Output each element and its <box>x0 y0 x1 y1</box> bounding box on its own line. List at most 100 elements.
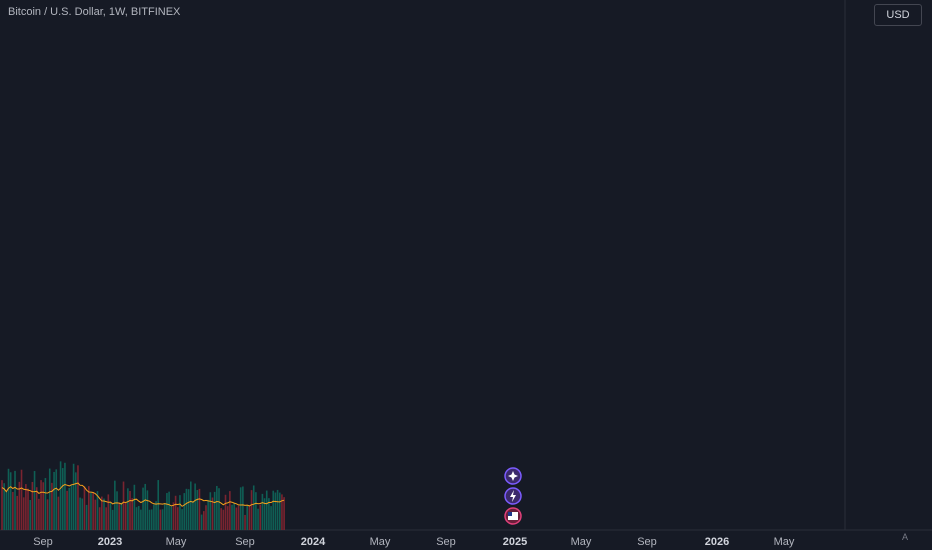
volume-bar <box>196 490 199 530</box>
volume-bar <box>137 505 140 530</box>
volume-bar <box>179 495 181 530</box>
volume-bar <box>96 491 99 530</box>
volume-bar <box>224 494 227 530</box>
time-tick: Sep <box>637 536 657 548</box>
time-tick: 2026 <box>705 536 729 548</box>
volume-bar <box>131 498 133 530</box>
volume-bar <box>22 497 25 530</box>
volume-bar <box>29 499 32 530</box>
time-tick: 2023 <box>98 536 122 548</box>
volume-bar <box>33 471 36 530</box>
volume-bar <box>211 497 214 530</box>
volume-bar <box>281 494 283 530</box>
volume-bar <box>187 489 190 530</box>
volume-bar <box>161 509 164 530</box>
volume-bar <box>166 493 168 530</box>
volume-bar <box>172 502 175 530</box>
volume-bar <box>3 483 5 530</box>
volume-bar <box>16 495 18 530</box>
volume-bar <box>64 462 66 530</box>
volume-bar <box>261 493 264 530</box>
volume-bar <box>159 509 162 530</box>
volume-bar <box>70 484 73 530</box>
volume-bar <box>44 478 47 530</box>
volume-bar <box>216 485 218 530</box>
time-tick: May <box>571 536 592 548</box>
volume-bar <box>88 486 90 530</box>
chart-title: Bitcoin / U.S. Dollar, 1W, BITFINEX <box>8 6 181 18</box>
volume-bar <box>92 492 94 530</box>
volume-bar <box>200 514 203 530</box>
auto-scale-button[interactable]: A <box>901 532 908 542</box>
volume-bar <box>226 506 229 530</box>
volume-bar <box>268 498 270 530</box>
volume-ma-line <box>1 482 285 507</box>
volume-bar <box>192 500 194 530</box>
time-tick: Sep <box>436 536 456 548</box>
volume-bar <box>5 491 8 530</box>
volume-bar <box>189 481 192 530</box>
volume-bar <box>57 496 60 530</box>
time-tick: May <box>166 536 187 548</box>
volume-bar <box>127 488 129 530</box>
volume-bar <box>170 506 173 530</box>
volume-bar <box>248 505 251 530</box>
volume-bar <box>107 494 110 530</box>
volume-bar <box>135 507 138 530</box>
volume-bar <box>203 511 205 530</box>
volume-bar <box>252 485 255 530</box>
volume-bar <box>265 490 268 530</box>
volume-bar <box>38 498 40 530</box>
volume-bar <box>155 501 157 530</box>
volume-bar <box>7 468 10 530</box>
time-tick: 2025 <box>503 536 527 548</box>
volume-bar <box>259 504 262 530</box>
volume-bar <box>278 492 281 530</box>
volume-bar <box>9 472 12 530</box>
volume-bar <box>83 486 86 530</box>
time-tick: May <box>370 536 391 548</box>
volume-bar <box>144 483 147 530</box>
volume-bar <box>59 461 62 530</box>
volume-bar <box>146 490 149 530</box>
volume-bar <box>176 507 179 530</box>
volume-bar <box>185 488 188 530</box>
volume-bar <box>207 499 209 530</box>
volume-bar <box>246 505 249 530</box>
volume-bar <box>255 492 257 530</box>
volume-bar <box>101 496 103 530</box>
volume-bar <box>31 481 34 530</box>
volume-bar <box>148 509 151 530</box>
volume-bar <box>48 468 51 530</box>
currency-button[interactable]: USD <box>874 4 922 26</box>
volume-bar <box>66 490 68 530</box>
volume-bar <box>239 487 242 530</box>
volume-bar <box>142 487 144 530</box>
volume-bar <box>109 502 112 530</box>
volume-bar <box>231 504 233 530</box>
volume-bar <box>116 491 118 530</box>
time-tick: Sep <box>235 536 255 548</box>
volume-bar <box>74 472 77 530</box>
volume-bar <box>218 488 220 530</box>
volume-bar <box>235 507 238 530</box>
volume-bar <box>68 487 71 530</box>
volume-bar <box>46 499 49 530</box>
volume-bar <box>274 492 277 530</box>
volume-bar <box>72 463 75 530</box>
volume-bar <box>51 482 53 530</box>
volume-bar <box>229 491 231 530</box>
volume-bar <box>53 471 55 530</box>
volume-bar <box>27 488 29 530</box>
volume-bar <box>220 508 222 530</box>
volume-bar <box>81 498 84 530</box>
volume-bar <box>90 492 92 530</box>
volume-bar <box>194 483 196 530</box>
volume-bar <box>25 484 27 530</box>
volume-bar <box>183 493 186 530</box>
volume-bar <box>150 509 153 530</box>
volume-bar <box>157 480 160 530</box>
volume-bar <box>35 487 38 530</box>
